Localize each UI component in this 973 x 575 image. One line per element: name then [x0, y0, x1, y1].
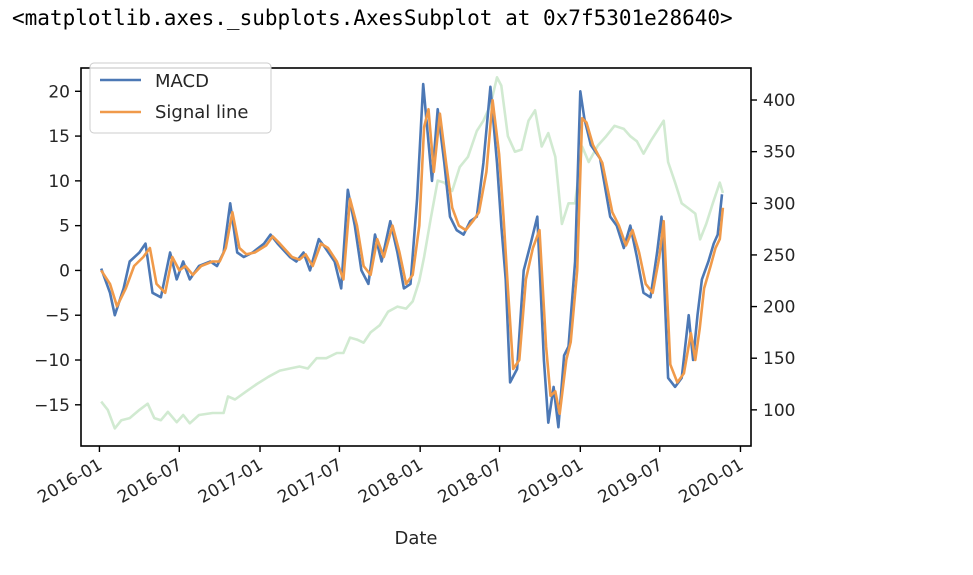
x-tick-label: 2019-07: [595, 455, 667, 508]
y2-tick-label: 100: [763, 401, 795, 421]
y-tick-label: −15: [34, 396, 70, 416]
x-tick-label: 2020-01: [675, 455, 747, 508]
series-line-signal-line: [100, 98, 725, 416]
y2-tick-label: 250: [763, 246, 795, 266]
y-tick-label: 0: [59, 261, 70, 281]
x-axis-title: Date: [394, 528, 437, 549]
y2-tick-label: 350: [763, 143, 795, 163]
y2-tick-label: 200: [763, 298, 795, 318]
right-axis: 400 350 300 250 200 150 100: [751, 91, 795, 421]
y-tick-label: 5: [59, 217, 70, 237]
legend-label-signal-line: Signal line: [155, 102, 249, 123]
y-tick-label: −10: [34, 351, 70, 371]
x-tick-label: 2016-01: [34, 455, 106, 508]
x-axis: 2016-01 2016-07 2017-01 2017-07 2018-01 2018-…: [34, 446, 747, 508]
x-tick-label: 2018-07: [435, 455, 507, 508]
y2-tick-label: 300: [763, 194, 795, 214]
x-tick-label: 2016-07: [114, 455, 186, 508]
y-tick-label: −5: [45, 306, 70, 326]
x-tick-label: 2017-01: [195, 455, 267, 508]
x-tick-label: 2019-01: [515, 455, 587, 508]
series-layer: [99, 76, 725, 430]
cell-output-text: <matplotlib.axes._subplots.AxesSubplot a…: [12, 6, 733, 30]
y-tick-label: 20: [48, 82, 70, 102]
y-tick-label: 10: [48, 172, 70, 192]
y2-tick-label: 400: [763, 91, 795, 111]
y-tick-label: 15: [48, 127, 70, 147]
legend-label-macd: MACD: [155, 71, 209, 92]
series-line-right-axis: [100, 76, 725, 430]
legend: MACD Signal line: [89, 62, 272, 134]
x-tick-label: 2017-07: [274, 455, 346, 508]
y2-tick-label: 150: [763, 349, 795, 369]
plot-frame: [80, 67, 752, 447]
left-axis: 20 15 10 5 0 −5 −10 −15: [34, 82, 81, 416]
x-tick-label: 2018-01: [355, 455, 427, 508]
